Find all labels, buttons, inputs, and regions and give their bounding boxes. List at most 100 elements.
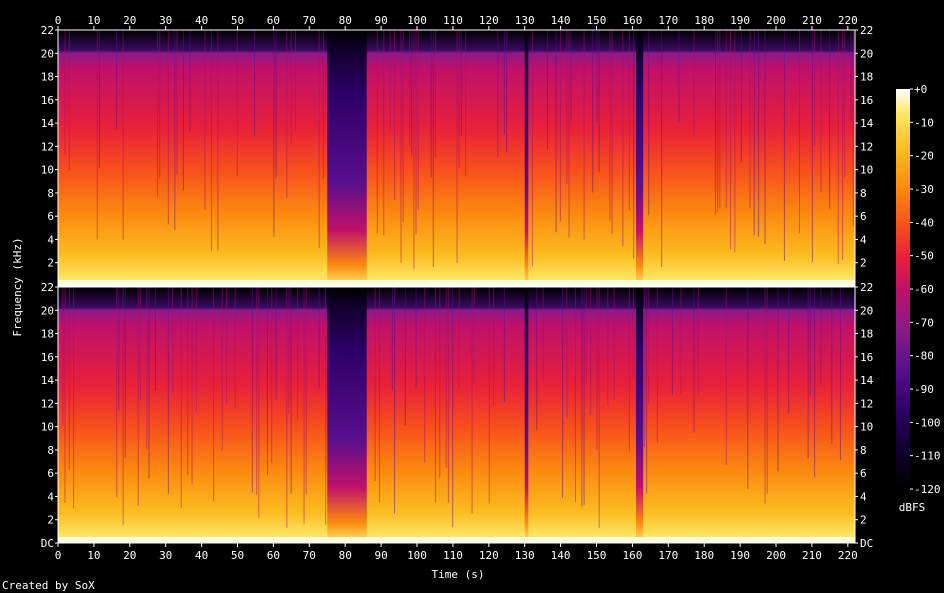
y-tick-label: 4 — [860, 233, 867, 246]
spectral-stripe — [256, 287, 258, 495]
spectral-stripe — [831, 287, 833, 444]
spectral-stripe — [590, 287, 592, 415]
colorbar-tick-label: -120 — [914, 483, 941, 496]
spectral-stripe — [717, 30, 719, 213]
spectral-stripe — [305, 287, 307, 495]
spectral-stripe — [391, 287, 393, 390]
spectral-stripe — [290, 287, 292, 494]
spectral-stripe — [213, 287, 215, 501]
spectral-stripe — [844, 30, 846, 178]
spectral-stripe — [294, 30, 296, 131]
spectral-stripe — [322, 30, 324, 179]
spectral-stripe — [157, 30, 159, 197]
colorbar-tick-label: -10 — [914, 116, 934, 129]
spectral-stripe — [122, 30, 124, 240]
x-tick-label: 110 — [443, 14, 463, 27]
spectral-stripe — [251, 287, 253, 493]
spectral-stripe — [413, 30, 415, 269]
quiet-section — [524, 30, 529, 286]
spectral-stripe — [488, 287, 490, 504]
x-tick-label: 200 — [766, 549, 786, 562]
x-tick-label: 80 — [339, 549, 352, 562]
colorbar-tick-label: -40 — [914, 216, 934, 229]
spectral-stripe — [273, 30, 275, 237]
colorbar-label: dBFS — [899, 501, 926, 514]
spectral-stripe — [585, 287, 587, 384]
spectral-stripe — [456, 30, 458, 263]
spectral-stripe — [568, 30, 570, 238]
x-tick-label: 70 — [303, 14, 316, 27]
colorbar-tick-label: -100 — [914, 416, 941, 429]
spectral-stripe — [394, 30, 396, 201]
spectral-stripe — [798, 30, 800, 233]
spectral-stripe — [837, 30, 839, 264]
spectral-stripe — [719, 30, 721, 209]
spectral-stripe — [417, 30, 419, 210]
spectral-stripe — [493, 287, 495, 407]
spectral-stripe — [275, 30, 277, 179]
y-tick-label: 10 — [860, 164, 873, 177]
spectral-stripe — [124, 287, 126, 458]
spectral-stripe — [814, 30, 816, 146]
y-tick-label: 12 — [41, 140, 54, 153]
spectral-stripe — [730, 30, 732, 250]
spectral-stripe — [139, 287, 141, 400]
y-tick-label: 22 — [860, 281, 873, 294]
y-tick-label: 4 — [47, 233, 54, 246]
spectral-stripe — [471, 287, 473, 514]
spectral-stripe — [458, 287, 460, 389]
y-tick-label: 18 — [41, 71, 54, 84]
spectral-stripe — [374, 287, 376, 481]
x-tick-label: 210 — [802, 549, 822, 562]
x-tick-label: 10 — [87, 14, 100, 27]
spectral-stripe — [633, 30, 635, 259]
x-tick-label: 70 — [303, 549, 316, 562]
spectral-stripe — [497, 30, 499, 158]
y-tick-label: 16 — [41, 94, 54, 107]
spectral-stripe — [613, 287, 615, 401]
y-tick-label: 14 — [860, 117, 874, 130]
spectral-stripe — [740, 30, 742, 163]
spectral-stripe — [766, 287, 768, 494]
x-tick-label: 100 — [407, 14, 427, 27]
spectral-stripe — [221, 287, 223, 451]
y-tick-label: 2 — [860, 257, 867, 270]
spectral-stripe — [503, 287, 505, 403]
x-tick-label: 190 — [730, 14, 750, 27]
spectral-stripe — [271, 287, 273, 464]
spectral-stripe — [581, 287, 583, 507]
spectral-stripe — [842, 30, 844, 260]
channel-1-panel — [57, 29, 856, 287]
y-tick-label: 10 — [860, 421, 873, 434]
y-tick-label: 16 — [41, 351, 54, 364]
y-tick-label: 22 — [860, 24, 873, 37]
spectral-stripe — [646, 287, 648, 494]
spectral-stripe — [409, 30, 411, 147]
y-tick-label: 8 — [47, 444, 54, 457]
x-tick-label: 40 — [195, 14, 208, 27]
x-tick-label: 10 — [87, 549, 100, 562]
colorbar-tick-label: -60 — [914, 283, 934, 296]
spectral-stripe — [850, 30, 852, 122]
spectral-stripe — [807, 287, 809, 459]
y-tick-label: 2 — [47, 257, 54, 270]
quiet-section — [327, 30, 367, 286]
x-tick-label: 60 — [267, 549, 280, 562]
spectral-stripe — [122, 287, 124, 525]
spectral-stripe — [116, 287, 118, 498]
x-tick-label: 50 — [231, 14, 244, 27]
x-tick-label: 180 — [694, 14, 714, 27]
spectral-stripe — [68, 287, 70, 470]
spectral-stripe — [747, 287, 749, 490]
channel-2-panel — [57, 286, 856, 544]
y-tick-label: 6 — [47, 210, 54, 223]
y-tick-label: 18 — [860, 71, 873, 84]
spectral-stripe — [656, 287, 658, 444]
spectral-stripe — [318, 287, 320, 389]
spectral-stripe — [191, 287, 193, 485]
spectral-stripe — [839, 287, 841, 461]
spectral-stripe — [402, 30, 404, 222]
colorbar-tick-label: -30 — [914, 183, 934, 196]
